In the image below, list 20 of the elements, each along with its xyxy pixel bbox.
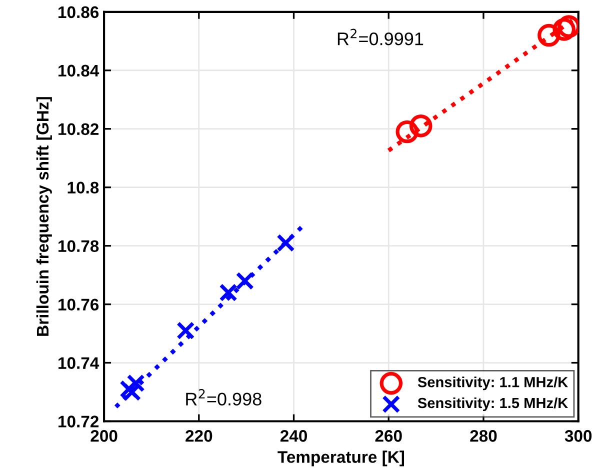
x-axis-title: Temperature [K]: [278, 450, 404, 466]
y-tick-label: 10.86: [58, 6, 99, 18]
y-tick-label: 10.84: [58, 64, 100, 77]
annotation: R$^{2}$=0.998: [186, 389, 262, 406]
x-tick-label: 280: [470, 430, 497, 442]
y-tick-label: 10.78: [58, 240, 99, 252]
x-tick-label: 220: [186, 430, 212, 442]
x-tick-label: 300: [564, 430, 592, 442]
legend-label: Sensitivity: 1.1 MHz/K: [418, 376, 568, 390]
y-tick-label: 10.72: [58, 416, 99, 428]
y-tick-label: 10.74: [58, 357, 100, 369]
y-tick-label: 10.82: [58, 123, 99, 136]
y-axis-title: Brillouin frequency shift [GHz]: [36, 97, 52, 336]
x-tick-label: 260: [375, 430, 402, 442]
y-tick-label: 10.8: [68, 182, 99, 194]
y-tick-label: 10.76: [58, 298, 99, 311]
x-tick-label: 240: [280, 430, 307, 442]
annotation: R$^{2}$=0.9991: [338, 28, 424, 46]
legend-label: Sensitivity: 1.5 MHz/K: [418, 397, 568, 412]
x-tick-label: 200: [90, 430, 118, 442]
